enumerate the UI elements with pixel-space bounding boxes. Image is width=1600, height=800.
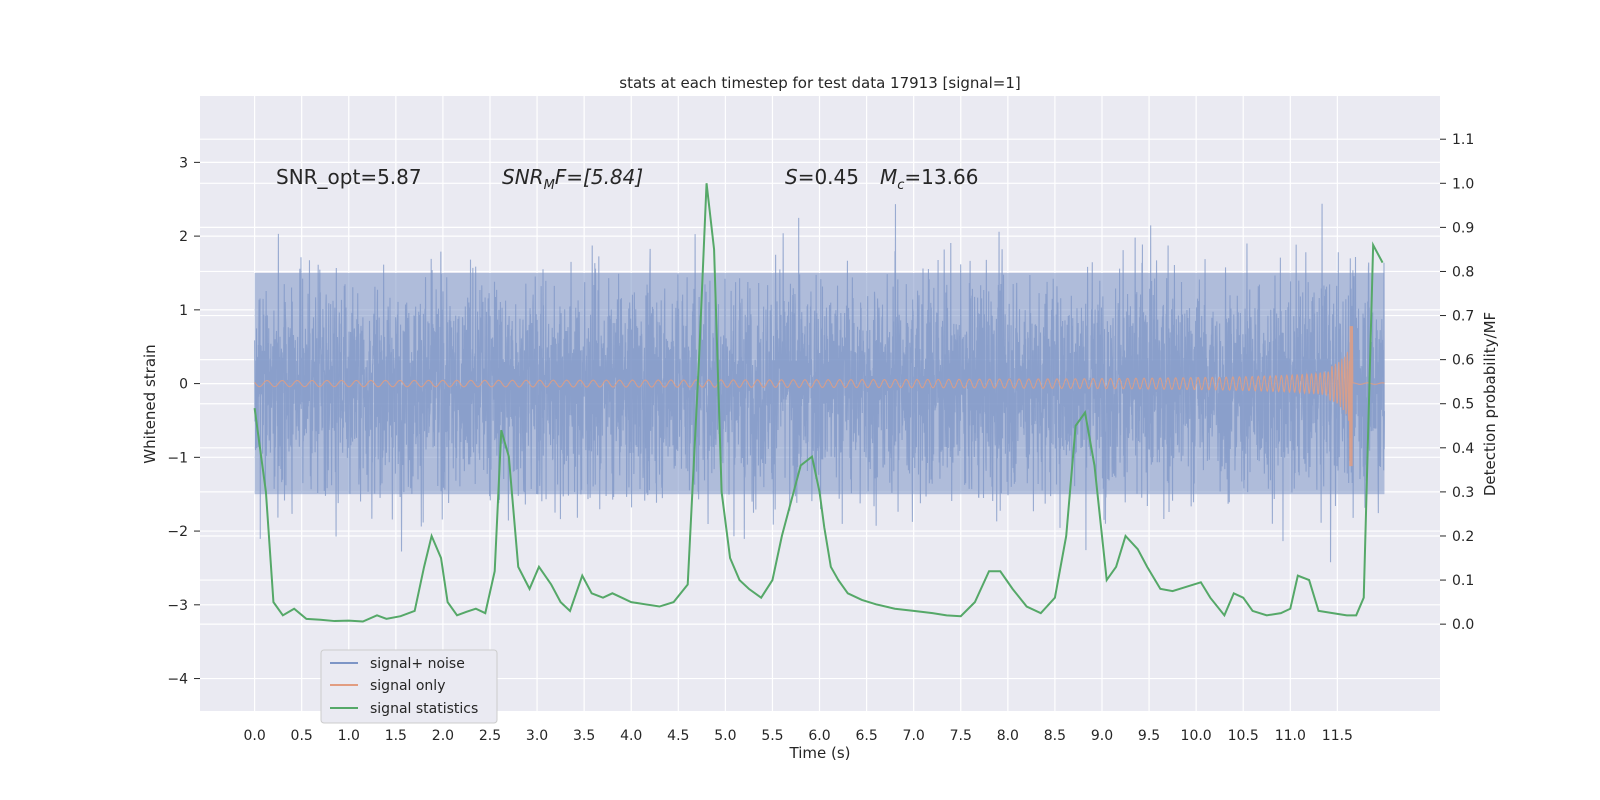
signal-statistics-line	[253, 183, 1384, 623]
right-y-tick-label: 0.1	[1452, 573, 1474, 589]
x-tick-label: 6.5	[855, 728, 877, 744]
right-y-tick-label: 0.7	[1452, 309, 1474, 325]
chart-title: stats at each timestep for test data 179…	[619, 74, 1020, 92]
annotation-mc-main: M	[880, 165, 897, 189]
x-tick-label: 10.0	[1181, 728, 1212, 744]
left-y-tick-label: −4	[167, 672, 188, 688]
x-tick-label: 5.0	[714, 728, 736, 744]
left-y-tick-label: 1	[179, 303, 188, 319]
right-y-tick-label: 0.2	[1452, 529, 1474, 545]
x-tick-label: 11.0	[1275, 728, 1306, 744]
x-tick-label: 0.5	[291, 728, 313, 744]
left-y-tick-label: 0	[179, 377, 188, 393]
x-tick-label: 3.0	[526, 728, 548, 744]
legend-label-signal-only: signal only	[370, 678, 445, 694]
left-y-tick-label: −3	[167, 598, 188, 614]
annotation-s-label: S	[785, 165, 798, 189]
legend: signal+ noise signal only signal statist…	[320, 649, 498, 724]
x-tick-label: 2.0	[432, 728, 454, 744]
right-y-tick-label: 1.1	[1452, 132, 1474, 148]
x-tick-label: 7.5	[950, 728, 972, 744]
x-tick-label: 1.0	[338, 728, 360, 744]
annotation-mc-sub: c	[897, 178, 904, 193]
annotation-mc: Mc=13.66	[880, 165, 978, 193]
annotation-snr-opt: SNR_opt=5.87	[276, 165, 422, 189]
annotation-mc-value: =13.66	[904, 165, 978, 189]
x-tick-label: 2.5	[479, 728, 501, 744]
left-y-tick-label: −2	[167, 524, 188, 540]
x-tick-label: 9.0	[1091, 728, 1113, 744]
x-axis-ticks: 0.0 0.5 1.0 1.5 2.0 2.5 3.0 3.5 4.0 4.5 5.0 5.5 6.0 6…	[243, 728, 1352, 744]
left-y-tick-label: −1	[167, 450, 188, 466]
annotations: SNR_opt=5.87 SNRMF=[5.84] S=0.45 Mc=13.6…	[276, 165, 978, 193]
annotation-snr-mf-main: SNR	[502, 165, 544, 189]
x-tick-label: 6.0	[808, 728, 830, 744]
annotation-s: S=0.45	[785, 165, 859, 189]
x-axis-label: Time (s)	[789, 744, 851, 762]
series-signal-statistics	[253, 183, 1384, 623]
left-y-axis-ticks: 3 2 1 0 −1 −2 −3 −4	[167, 155, 200, 688]
legend-label-signal-statistics: signal statistics	[370, 701, 478, 717]
left-y-tick-label: 2	[179, 229, 188, 245]
x-tick-label: 4.0	[620, 728, 642, 744]
x-tick-label: 9.5	[1138, 728, 1160, 744]
legend-box	[320, 649, 498, 724]
x-tick-label: 10.5	[1228, 728, 1259, 744]
right-y-tick-label: 0.8	[1452, 264, 1474, 280]
left-y-tick-label: 3	[179, 155, 188, 171]
series-signal-only	[254, 326, 1385, 467]
x-tick-label: 5.5	[761, 728, 783, 744]
right-y-tick-label: 0.5	[1452, 397, 1474, 413]
right-y-axis-label: Detection probability/MF	[1481, 312, 1499, 496]
right-y-tick-label: 0.4	[1452, 441, 1474, 457]
x-tick-label: 3.5	[573, 728, 595, 744]
left-y-axis-label: Whitened strain	[141, 344, 159, 463]
signal-only-line	[254, 326, 1385, 467]
right-y-tick-label: 0.0	[1452, 617, 1474, 633]
x-tick-label: 8.5	[1044, 728, 1066, 744]
right-y-tick-label: 0.6	[1452, 353, 1474, 369]
x-tick-label: 11.5	[1322, 728, 1353, 744]
x-tick-label: 4.5	[667, 728, 689, 744]
right-y-tick-label: 1.0	[1452, 176, 1474, 192]
right-y-axis-ticks: 1.1 1.0 0.9 0.8 0.7 0.6 0.5 0.4 0.3 0.2 0.1 0.0	[1440, 132, 1474, 633]
annotation-snr-mf-sub: M	[544, 178, 555, 193]
annotation-snr-mf-rest: F=[5.84]	[555, 165, 643, 189]
right-y-tick-label: 0.9	[1452, 220, 1474, 236]
annotation-s-value: =0.45	[798, 165, 859, 189]
x-tick-label: 0.0	[243, 728, 265, 744]
x-tick-label: 1.5	[385, 728, 407, 744]
x-tick-label: 7.0	[903, 728, 925, 744]
right-y-tick-label: 0.3	[1452, 485, 1474, 501]
legend-label-signal-plus-noise: signal+ noise	[370, 656, 465, 672]
x-tick-label: 8.0	[997, 728, 1019, 744]
annotation-snr-mf: SNRMF=[5.84]	[502, 165, 643, 193]
